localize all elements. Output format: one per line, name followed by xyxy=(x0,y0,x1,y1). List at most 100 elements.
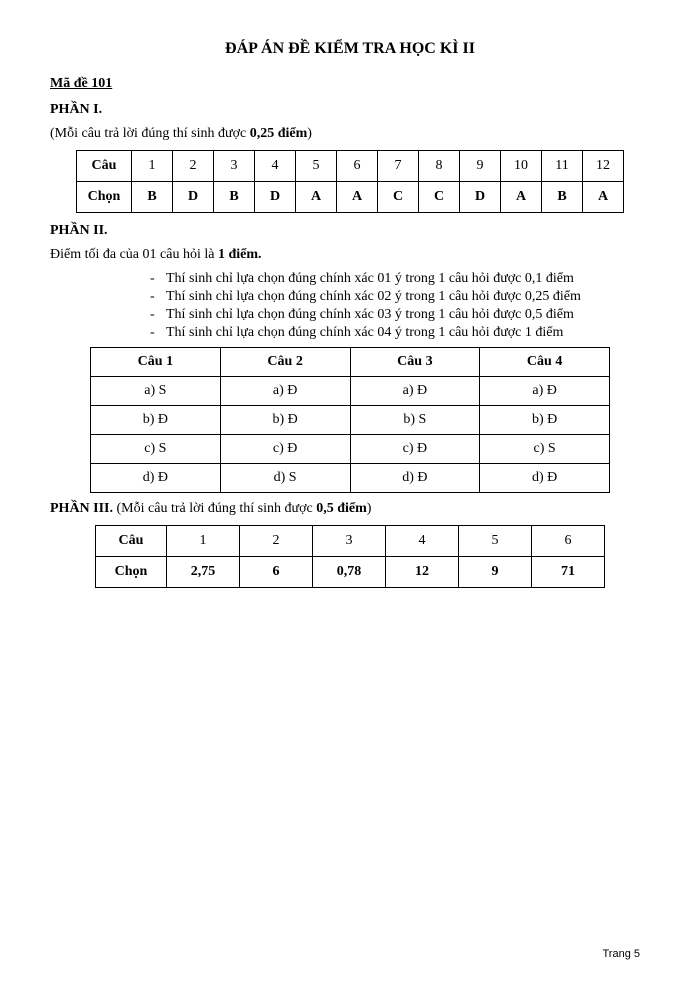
part3-a: 9 xyxy=(459,557,532,588)
bullet-item: - Thí sinh chỉ lựa chọn đúng chính xác 0… xyxy=(150,271,650,287)
bullet-item: - Thí sinh chỉ lựa chọn đúng chính xác 0… xyxy=(150,289,650,305)
part2-max-note: Điểm tối đa của 01 câu hỏi là 1 điểm. xyxy=(50,247,650,263)
bullet-text: Thí sinh chỉ lựa chọn đúng chính xác 04 … xyxy=(166,325,563,341)
bullet-text: Thí sinh chỉ lựa chọn đúng chính xác 02 … xyxy=(166,289,581,305)
part1-note: (Mỗi câu trả lời đúng thí sinh được 0,25… xyxy=(50,126,650,142)
part1-table: Câu 1 2 3 4 5 6 7 8 9 10 11 12 Chọn B D … xyxy=(76,150,624,213)
part1-q: 9 xyxy=(460,151,501,182)
bullet-bold: 0,25 điểm xyxy=(525,289,581,304)
part1-a: D xyxy=(173,182,214,213)
bullet-text: Thí sinh chỉ lựa chọn đúng chính xác 03 … xyxy=(166,307,574,323)
part3-a: 12 xyxy=(386,557,459,588)
part1-a: C xyxy=(419,182,460,213)
part2-bullets: - Thí sinh chỉ lựa chọn đúng chính xác 0… xyxy=(50,271,650,341)
part1-a: A xyxy=(501,182,542,213)
bullet-text: Thí sinh chỉ lựa chọn đúng chính xác 01 … xyxy=(166,271,574,287)
cell: a) S xyxy=(91,377,221,406)
part1-note-post: ) xyxy=(307,126,312,141)
part1-a: D xyxy=(460,182,501,213)
part1-a: D xyxy=(255,182,296,213)
cell: c) S xyxy=(91,435,221,464)
bullet-bold: 0,5 điểm xyxy=(525,307,574,322)
part3-heading-line: PHẦN III. (Mỗi câu trả lời đúng thí sinh… xyxy=(50,501,650,517)
part1-q: 4 xyxy=(255,151,296,182)
part3-heading: PHẦN III. xyxy=(50,501,113,516)
part2-table: Câu 1 Câu 2 Câu 3 Câu 4 a) S a) Đ a) Đ a… xyxy=(90,347,610,493)
cell: d) S xyxy=(220,464,350,493)
bullet-dash-icon: - xyxy=(150,325,166,341)
cell: d) Đ xyxy=(91,464,221,493)
part3-q: 2 xyxy=(240,526,313,557)
cell: a) Đ xyxy=(480,377,610,406)
bullet-pre: Thí sinh chỉ lựa chọn đúng chính xác 02 … xyxy=(166,289,525,304)
bullet-pre: Thí sinh chỉ lựa chọn đúng chính xác 04 … xyxy=(166,325,525,340)
table-row: d) Đ d) S d) Đ d) Đ xyxy=(91,464,610,493)
part1-a: A xyxy=(583,182,624,213)
part2-heading: PHẦN II. xyxy=(50,223,650,239)
part2-max-bold: 1 điểm. xyxy=(218,247,262,262)
cell: b) S xyxy=(350,406,480,435)
table-row: c) S c) Đ c) Đ c) S xyxy=(91,435,610,464)
part1-a: B xyxy=(132,182,173,213)
part3-q: 3 xyxy=(313,526,386,557)
cell: d) Đ xyxy=(350,464,480,493)
bullet-dash-icon: - xyxy=(150,307,166,323)
cell: c) S xyxy=(480,435,610,464)
bullet-pre: Thí sinh chỉ lựa chọn đúng chính xác 01 … xyxy=(166,271,525,286)
part1-q: 10 xyxy=(501,151,542,182)
part3-q: 6 xyxy=(532,526,605,557)
part1-q: 6 xyxy=(337,151,378,182)
part3-a: 6 xyxy=(240,557,313,588)
part2-max-pre: Điểm tối đa của 01 câu hỏi là xyxy=(50,247,218,262)
cell: a) Đ xyxy=(220,377,350,406)
part1-a: A xyxy=(296,182,337,213)
bullet-bold: 0,1 điểm xyxy=(525,271,574,286)
part3-a: 2,75 xyxy=(167,557,240,588)
part3-table: Câu 1 2 3 4 5 6 Chọn 2,75 6 0,78 12 9 71 xyxy=(95,525,605,588)
part3-answer-row: Chọn 2,75 6 0,78 12 9 71 xyxy=(96,557,605,588)
bullet-dash-icon: - xyxy=(150,271,166,287)
bullet-item: - Thí sinh chỉ lựa chọn đúng chính xác 0… xyxy=(150,307,650,323)
part1-q: 11 xyxy=(542,151,583,182)
part2-col-header: Câu 3 xyxy=(350,348,480,377)
part1-q-label: Câu xyxy=(77,151,132,182)
bullet-pre: Thí sinh chỉ lựa chọn đúng chính xác 03 … xyxy=(166,307,525,322)
table-row: a) S a) Đ a) Đ a) Đ xyxy=(91,377,610,406)
part1-q: 8 xyxy=(419,151,460,182)
part3-note-pre: (Mỗi câu trả lời đúng thí sinh được xyxy=(113,501,316,516)
cell: b) Đ xyxy=(91,406,221,435)
bullet-dash-icon: - xyxy=(150,289,166,305)
part3-q-label: Câu xyxy=(96,526,167,557)
cell: a) Đ xyxy=(350,377,480,406)
part2-col-header: Câu 2 xyxy=(220,348,350,377)
part1-a: A xyxy=(337,182,378,213)
page-number: Trang 5 xyxy=(602,948,640,960)
part1-note-bold: 0,25 điểm xyxy=(250,126,308,141)
cell: b) Đ xyxy=(220,406,350,435)
part3-question-row: Câu 1 2 3 4 5 6 xyxy=(96,526,605,557)
part3-a-label: Chọn xyxy=(96,557,167,588)
part2-header-row: Câu 1 Câu 2 Câu 3 Câu 4 xyxy=(91,348,610,377)
part3-a: 0,78 xyxy=(313,557,386,588)
part1-q: 2 xyxy=(173,151,214,182)
part1-a: B xyxy=(214,182,255,213)
cell: c) Đ xyxy=(220,435,350,464)
part3-q: 1 xyxy=(167,526,240,557)
part1-heading: PHẦN I. xyxy=(50,102,650,118)
part3-q: 4 xyxy=(386,526,459,557)
part3-q: 5 xyxy=(459,526,532,557)
cell: c) Đ xyxy=(350,435,480,464)
part1-a: B xyxy=(542,182,583,213)
part1-q: 7 xyxy=(378,151,419,182)
cell: d) Đ xyxy=(480,464,610,493)
part3-a: 71 xyxy=(532,557,605,588)
part3-note-bold: 0,5 điểm xyxy=(316,501,367,516)
page-title: ĐÁP ÁN ĐỀ KIỂM TRA HỌC KÌ II xyxy=(50,40,650,58)
bullet-item: - Thí sinh chỉ lựa chọn đúng chính xác 0… xyxy=(150,325,650,341)
part1-q: 1 xyxy=(132,151,173,182)
part1-a-label: Chọn xyxy=(77,182,132,213)
part1-q: 12 xyxy=(583,151,624,182)
part1-q: 5 xyxy=(296,151,337,182)
part1-a: C xyxy=(378,182,419,213)
part1-note-pre: (Mỗi câu trả lời đúng thí sinh được xyxy=(50,126,250,141)
